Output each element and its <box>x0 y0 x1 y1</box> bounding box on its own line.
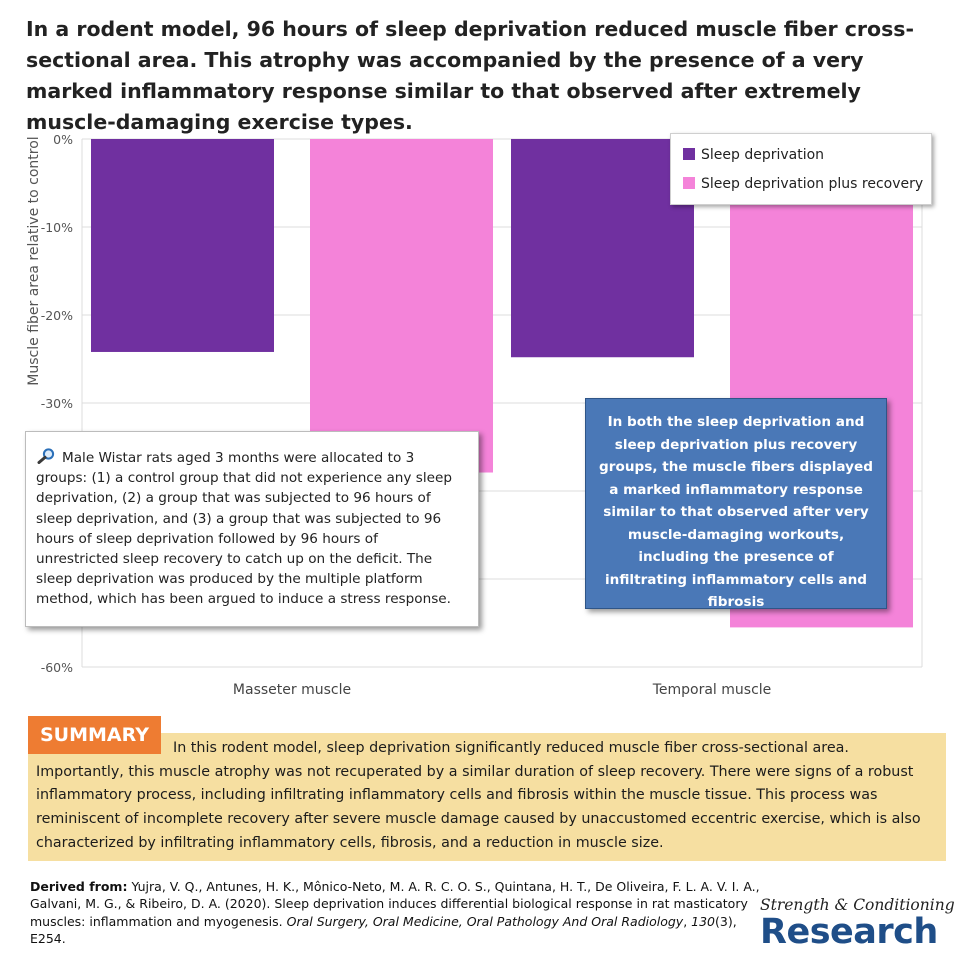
brand-line2: Research <box>760 912 938 952</box>
bar-sleep-deprivation-masseter <box>91 139 274 352</box>
source-authors: Yujra, V. Q., Antunes, H. K., Mônico-Net… <box>30 879 760 929</box>
x-category-label: Temporal muscle <box>652 682 772 698</box>
summary-text: In this rodent model, sleep deprivation … <box>36 740 921 851</box>
method-note-box: Male Wistar rats aged 3 months were allo… <box>25 431 479 627</box>
bar-chart: 0%-10%-20%-30%-40%-50%-60% Masseter musc… <box>26 132 923 698</box>
legend-label: Sleep deprivation <box>701 147 825 163</box>
chart-legend: Sleep deprivation Sleep deprivation plus… <box>670 133 932 205</box>
y-tick-label: -10% <box>41 220 73 235</box>
source-volume: 130 <box>691 913 716 929</box>
legend-item-sleep-deprivation: Sleep deprivation <box>683 145 824 165</box>
brand-logo: Strength & Conditioning Research <box>760 896 955 952</box>
legend-swatch <box>683 148 695 160</box>
method-note-text: Male Wistar rats aged 3 months were allo… <box>36 450 452 608</box>
legend-swatch <box>683 177 695 189</box>
x-category-label: Masseter muscle <box>233 682 351 698</box>
headline: In a rodent model, 96 hours of sleep dep… <box>26 17 915 134</box>
summary-box: SUMMARY In this rodent model, sleep depr… <box>28 716 946 861</box>
source-label: Derived from: <box>30 879 128 894</box>
y-tick-label: -30% <box>41 396 73 411</box>
brand-line1: Strength & Conditioning <box>760 896 955 914</box>
y-tick-label: -60% <box>41 660 73 675</box>
y-axis-label: Muscle fiber area relative to control <box>26 136 42 385</box>
finding-note-box: In both the sleep deprivation and sleep … <box>585 398 887 610</box>
source-journal: Oral Surgery, Oral Medicine, Oral Pathol… <box>286 913 684 929</box>
bar-sleep-deprivation-temporal <box>511 139 694 358</box>
legend-label: Sleep deprivation plus recovery <box>701 176 924 192</box>
legend-item-sleep-deprivation-plus-recovery: Sleep deprivation plus recovery <box>683 174 923 194</box>
source-citation: Derived from: Yujra, V. Q., Antunes, H. … <box>30 879 760 946</box>
magnifying-glass-icon <box>37 448 55 464</box>
source-issue-pages: (3), E254. <box>30 913 737 946</box>
summary-tag: SUMMARY <box>28 716 161 754</box>
bar-sleep-deprivation-plus-recovery-masseter <box>310 139 493 473</box>
finding-note-text: In both the sleep deprivation and sleep … <box>599 414 873 610</box>
y-tick-label: 0% <box>53 132 73 147</box>
y-tick-label: -20% <box>41 308 73 323</box>
